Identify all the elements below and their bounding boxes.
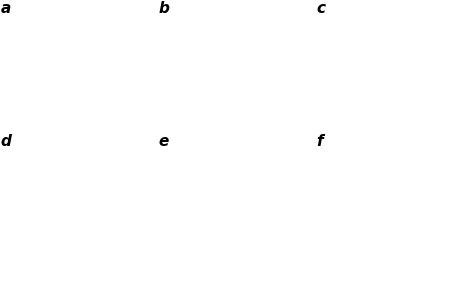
Text: b: b <box>159 1 170 16</box>
Text: a: a <box>0 1 11 16</box>
Text: d: d <box>0 134 11 149</box>
Text: c: c <box>317 1 326 16</box>
Text: f: f <box>317 134 323 149</box>
Text: e: e <box>159 134 169 149</box>
